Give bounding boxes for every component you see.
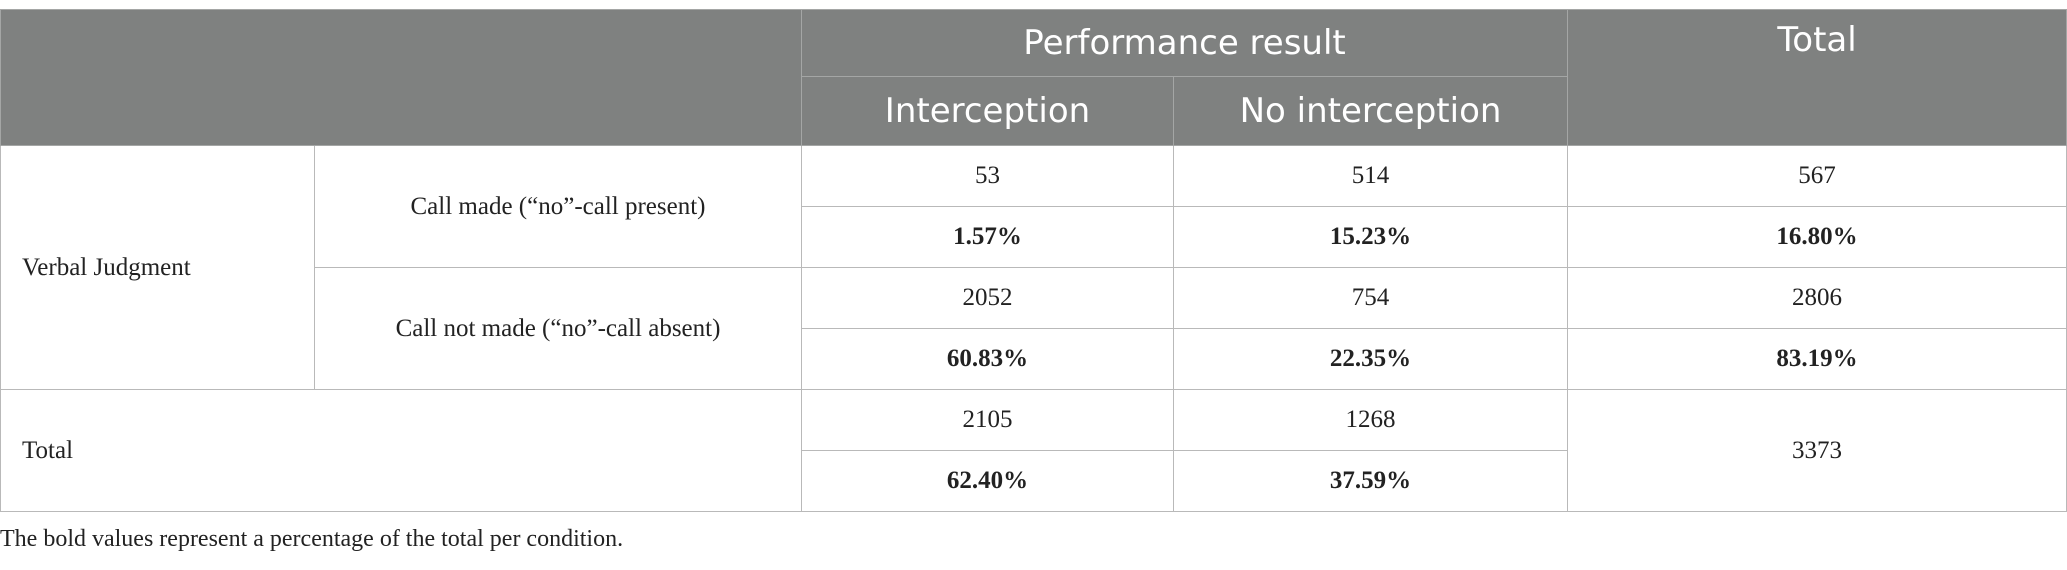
header-group: Performance result bbox=[800, 9, 1569, 77]
percent: 60.83% bbox=[801, 328, 1174, 390]
row-group: Verbal Judgment bbox=[0, 145, 315, 390]
grand-total: 3373 bbox=[1567, 389, 2067, 512]
count: 2052 bbox=[801, 267, 1174, 329]
count: 754 bbox=[1172, 267, 1569, 329]
total-label: Total bbox=[0, 389, 802, 512]
percent: 15.23% bbox=[1172, 206, 1569, 268]
header-column: Interception bbox=[801, 76, 1174, 146]
condition-label: Call made (“no”-call present) bbox=[314, 145, 802, 268]
percent: 22.35% bbox=[1172, 328, 1569, 390]
percent: 1.57% bbox=[801, 206, 1174, 268]
header-total: Total bbox=[1567, 9, 2067, 146]
header-column: No interception bbox=[1172, 76, 1569, 146]
count: 1268 bbox=[1172, 389, 1569, 451]
header-blank bbox=[0, 9, 802, 146]
count: 514 bbox=[1172, 145, 1569, 207]
count: 2105 bbox=[801, 389, 1174, 451]
count: 567 bbox=[1567, 145, 2067, 207]
percent: 16.80% bbox=[1567, 206, 2067, 268]
count: 2806 bbox=[1567, 267, 2067, 329]
percent: 62.40% bbox=[801, 450, 1174, 512]
percent: 83.19% bbox=[1567, 328, 2067, 390]
percent: 37.59% bbox=[1172, 450, 1569, 512]
data-table: Performance result Total Interception No… bbox=[0, 9, 2067, 512]
condition-label: Call not made (“no”-call absent) bbox=[314, 267, 802, 390]
count: 53 bbox=[801, 145, 1174, 207]
footnote: The bold values represent a percentage o… bbox=[0, 526, 624, 552]
